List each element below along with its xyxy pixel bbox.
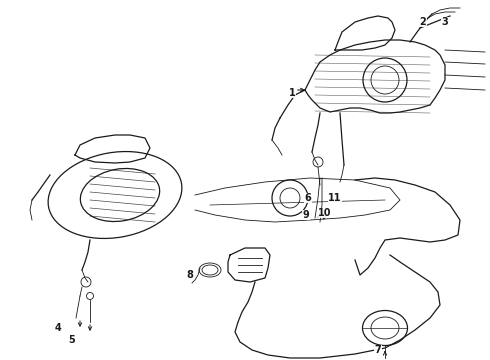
- Text: 7: 7: [375, 345, 381, 355]
- Text: 1: 1: [289, 88, 295, 98]
- Text: 9: 9: [303, 210, 309, 220]
- Text: 8: 8: [187, 270, 194, 280]
- Text: 11: 11: [328, 193, 342, 203]
- Text: 4: 4: [54, 323, 61, 333]
- Text: 2: 2: [419, 17, 426, 27]
- Text: 6: 6: [305, 193, 311, 203]
- Text: 3: 3: [441, 17, 448, 27]
- Text: 5: 5: [69, 335, 75, 345]
- Text: 10: 10: [318, 208, 332, 218]
